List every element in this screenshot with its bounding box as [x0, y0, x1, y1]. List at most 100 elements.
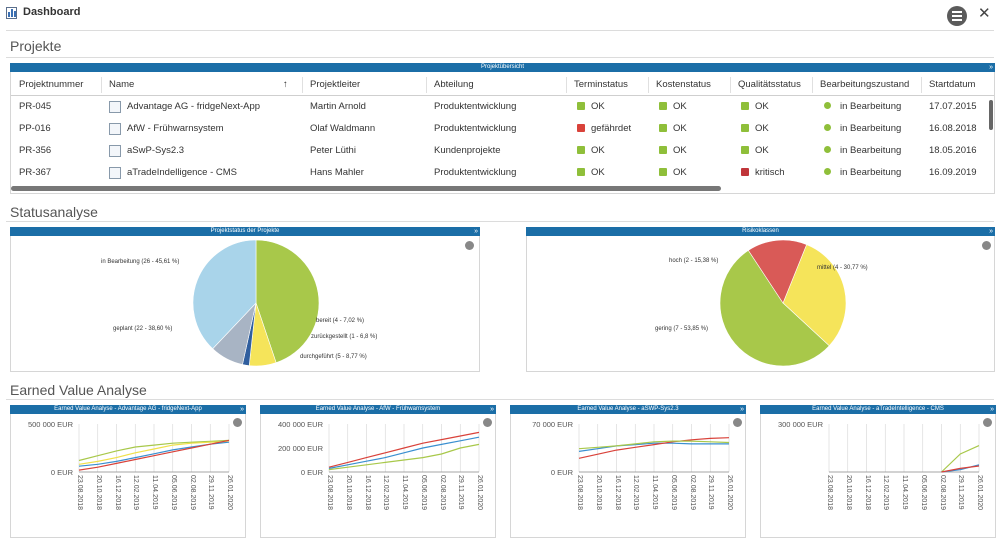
- table-row[interactable]: PR-045 Advantage AG - fridgeNext-App Mar…: [11, 96, 994, 118]
- x-tick-label: 29.11.2019: [957, 475, 965, 510]
- status-dot-icon: [824, 102, 831, 109]
- table-header-row: Projektnummer Name ↑ Projektleiter Abtei…: [11, 74, 994, 96]
- column-header-projektnummer[interactable]: Projektnummer: [19, 79, 84, 90]
- eva-line-chart: [828, 424, 980, 473]
- status-text: OK: [673, 145, 687, 156]
- eva-header-bar: Earned Value Analyse - Advantage AG - fr…: [10, 405, 246, 414]
- export-icon[interactable]: [483, 418, 492, 427]
- x-tick-label: 05.06.2019: [169, 475, 177, 511]
- section-eva-title: Earned Value Analyse: [10, 382, 147, 398]
- eva-header-bar: Earned Value Analyse - aTradeIntelligenc…: [760, 405, 996, 414]
- x-tick-label: 26.01.2020: [476, 475, 483, 511]
- column-header-name[interactable]: Name: [109, 79, 135, 90]
- series-line[interactable]: [941, 445, 980, 473]
- pie-slice[interactable]: [782, 244, 847, 347]
- expand-icon[interactable]: »: [240, 406, 244, 413]
- project-table: Projektnummer Name ↑ Projektleiter Abtei…: [10, 72, 995, 194]
- table-row[interactable]: PP-016 AfW - Frühwarnsystem Olaf Waldman…: [11, 118, 994, 140]
- x-tick-label: 16.12.2018: [613, 475, 621, 511]
- export-icon[interactable]: [465, 241, 474, 250]
- series-line[interactable]: [578, 437, 730, 459]
- check-icon: [741, 102, 749, 110]
- pie1-title: Projektstatus der Projekte: [210, 228, 280, 234]
- check-icon: [741, 124, 749, 132]
- project-file-icon: [109, 123, 121, 135]
- cell-qualitaetsstatus: kritisch: [741, 162, 785, 184]
- x-tick-label: 16.12.2018: [863, 475, 871, 511]
- cell-projektnummer: PR-367: [19, 167, 52, 178]
- pie-slice[interactable]: [747, 239, 807, 304]
- close-icon[interactable]: ✕: [978, 5, 991, 22]
- pie1-chart: [192, 239, 320, 367]
- x-tick-label: 20.10.2018: [844, 475, 852, 511]
- sort-ascending-icon[interactable]: ↑: [283, 79, 288, 90]
- y-tick-label: 70 000 EUR: [532, 420, 573, 429]
- expand-icon[interactable]: »: [490, 406, 494, 413]
- cell-name: AfW - Frühwarnsystem: [109, 118, 224, 140]
- series-line[interactable]: [328, 436, 480, 469]
- cell-terminstatus: OK: [577, 96, 605, 118]
- export-icon[interactable]: [983, 418, 992, 427]
- export-icon[interactable]: [733, 418, 742, 427]
- status-text: gefährdet: [591, 123, 632, 134]
- series-line[interactable]: [328, 431, 480, 468]
- series-line[interactable]: [328, 443, 480, 471]
- cell-startdatum: 16.08.2018: [929, 123, 977, 134]
- pie1-label-bereit: bereit (4 - 7,02 %): [316, 318, 365, 324]
- cell-kostenstatus: OK: [659, 162, 687, 184]
- export-icon[interactable]: [982, 241, 991, 250]
- menu-icon[interactable]: [947, 6, 967, 26]
- x-tick-label: 12.02.2019: [382, 475, 390, 511]
- column-header-qualitaetsstatus[interactable]: Qualitätsstatus: [738, 79, 801, 90]
- cell-projektleiter: Martin Arnold: [310, 101, 366, 112]
- cell-name: aTradeIndelligence - CMS: [109, 162, 237, 184]
- column-header-kostenstatus[interactable]: Kostenstatus: [656, 79, 711, 90]
- pie-slice[interactable]: [719, 249, 830, 367]
- series-line[interactable]: [941, 465, 980, 473]
- pie-slice[interactable]: [192, 239, 257, 350]
- cell-abteilung: Produktentwicklung: [434, 123, 517, 134]
- y-tick-label: 400 000 EUR: [277, 420, 323, 429]
- x-tick-label: 26.01.2020: [976, 475, 983, 511]
- status-ok-icon: [577, 146, 585, 154]
- horizontal-scrollbar[interactable]: [11, 186, 721, 191]
- pie2-label-mittel: mittel (4 - 30,77 %): [817, 265, 868, 271]
- project-table-title: Projektübersicht: [480, 64, 525, 70]
- series-line[interactable]: [78, 439, 230, 462]
- table-row[interactable]: PR-367 aTradeIndelligence - CMS Hans Mah…: [11, 162, 994, 184]
- status-text: kritisch: [755, 167, 785, 178]
- eva-line-chart: [78, 424, 230, 473]
- pie1-label-in-bearbeitung: in Bearbeitung (26 - 45,61 %): [101, 259, 180, 265]
- status-text: OK: [591, 101, 605, 112]
- pie1-panel: in Bearbeitung (26 - 45,61 %) bereit (4 …: [10, 236, 480, 372]
- status-text: in Bearbeitung: [840, 101, 902, 112]
- eva-panel: 500 000 EUR 0 EUR 23.08.2018 20.10.2018 16.1…: [10, 414, 246, 538]
- expand-icon[interactable]: »: [474, 228, 478, 235]
- status-text: OK: [591, 167, 605, 178]
- expand-icon[interactable]: »: [989, 228, 993, 235]
- column-header-bearbeitungszustand[interactable]: Bearbeitungszustand: [820, 79, 910, 90]
- column-header-startdatum[interactable]: Startdatum: [929, 79, 976, 90]
- expand-icon[interactable]: »: [990, 406, 994, 413]
- column-header-terminstatus[interactable]: Terminstatus: [574, 79, 628, 90]
- export-icon[interactable]: [233, 418, 242, 427]
- series-line[interactable]: [78, 441, 230, 465]
- column-header-projektleiter[interactable]: Projektleiter: [310, 79, 361, 90]
- series-line[interactable]: [578, 442, 729, 452]
- table-row[interactable]: PR-356 aSwP-Sys2.3 Peter Lüthi Kundenpro…: [11, 140, 994, 162]
- pie-slice[interactable]: [255, 239, 320, 364]
- column-header-abteilung[interactable]: Abteilung: [434, 79, 474, 90]
- eva-chart-title: Earned Value Analyse - Advantage AG - fr…: [54, 406, 202, 412]
- expand-icon[interactable]: »: [740, 406, 744, 413]
- series-line[interactable]: [578, 440, 730, 450]
- x-tick-label: 29.11.2019: [457, 475, 465, 510]
- vertical-scrollbar[interactable]: [989, 100, 993, 130]
- status-text: OK: [755, 145, 769, 156]
- x-tick-label: 05.06.2019: [419, 475, 427, 511]
- cell-startdatum: 17.07.2015: [929, 101, 977, 112]
- cell-abteilung: Produktentwicklung: [434, 167, 517, 178]
- series-line[interactable]: [78, 439, 230, 471]
- eva-chart-title: Earned Value Analyse - AfW - Frühwarnsys…: [315, 406, 441, 412]
- x-tick-label: 20.10.2018: [344, 475, 352, 511]
- expand-icon[interactable]: »: [989, 64, 993, 71]
